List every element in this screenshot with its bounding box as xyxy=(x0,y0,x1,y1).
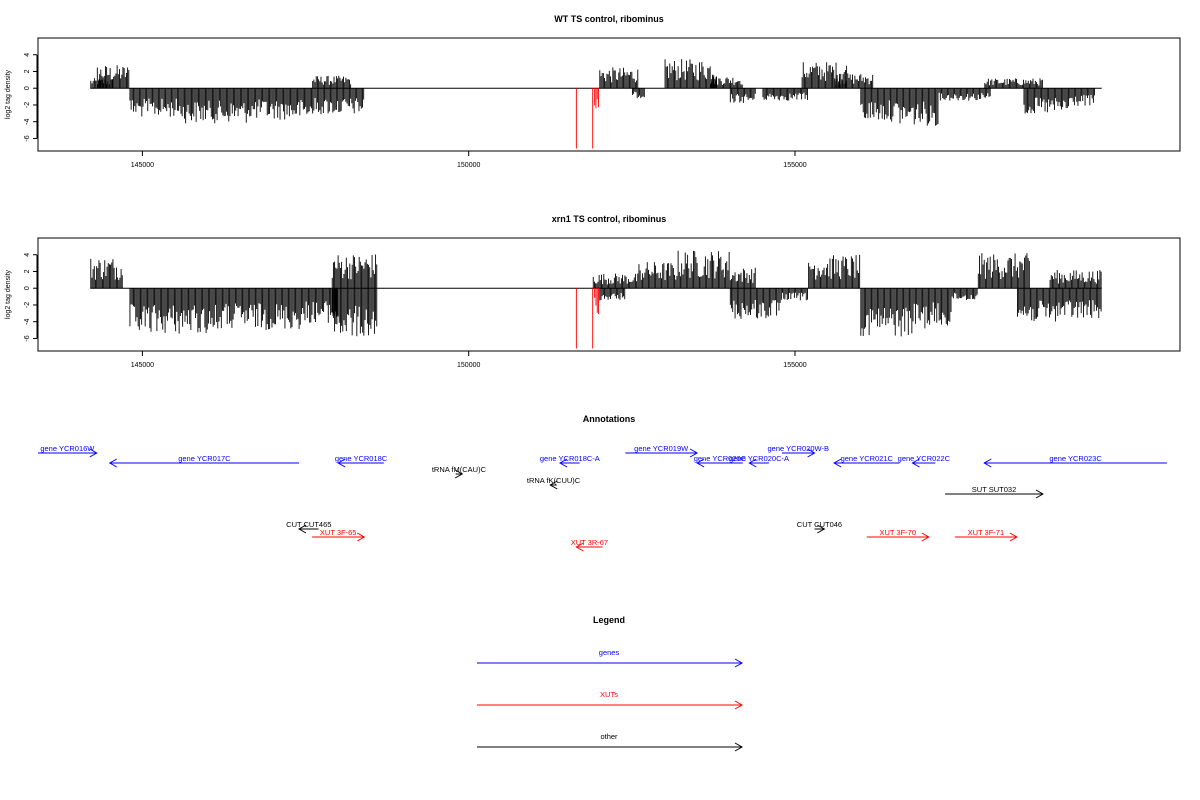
feature-label: gene YCR016W xyxy=(40,444,95,453)
y-tick-label: -4 xyxy=(24,318,31,324)
feature-arrowhead xyxy=(108,458,118,468)
feature-label: gene YCR020C xyxy=(694,454,747,463)
track-panel-1: xrn1 TS control, ribominus -6 -4 -2 0 2 4 log2 … xyxy=(5,214,1181,369)
x-tick-label: 150000 xyxy=(457,362,480,369)
feature-arrowhead xyxy=(549,480,558,490)
y-tick-label: 0 xyxy=(24,286,31,290)
feature-label: tRNA fK(CUU)C xyxy=(527,476,581,485)
feature-arrowhead xyxy=(1009,532,1018,542)
legend-arrowhead xyxy=(734,742,744,752)
feature-arrowhead xyxy=(696,458,705,468)
x-tick-label: 145000 xyxy=(131,362,154,369)
panel-title: WT TS control, ribominus xyxy=(554,14,664,24)
y-tick-label: 2 xyxy=(24,69,31,73)
feature-label: XUT 3F-70 xyxy=(879,528,916,537)
feature-arrowhead xyxy=(298,524,307,534)
feature-label: gene YCR023C xyxy=(1049,454,1102,463)
feature-label: XUT 3F-65 xyxy=(320,528,357,537)
feature-arrowhead xyxy=(575,542,584,552)
feature-label: CUT CUT046 xyxy=(797,520,842,529)
feature-label: XUT 3R-67 xyxy=(571,538,608,547)
feature-arrowhead xyxy=(337,458,346,468)
x-tick-label: 155000 xyxy=(783,162,806,169)
feature-label: gene YCR019W xyxy=(634,444,689,453)
feature-label: gene YCR018C-A xyxy=(540,454,600,463)
feature-label: gene YCR017C xyxy=(178,454,231,463)
feature-label: XUT 3F-71 xyxy=(968,528,1005,537)
y-tick-label: 4 xyxy=(24,53,31,57)
y-tick-label: 2 xyxy=(24,269,31,273)
y-tick-label: -6 xyxy=(24,335,31,341)
x-tick-label: 145000 xyxy=(131,162,154,169)
annotations-title: Annotations xyxy=(583,414,636,424)
feature-label: gene YCR018C xyxy=(335,454,388,463)
y-tick-label: 4 xyxy=(24,253,31,257)
panel-title: xrn1 TS control, ribominus xyxy=(552,214,667,224)
feature-arrowhead xyxy=(833,458,842,468)
y-tick-label: -2 xyxy=(24,102,31,108)
y-axis-label: log2 tag density xyxy=(5,69,12,119)
feature-arrowhead xyxy=(454,469,464,479)
x-tick-label: 155000 xyxy=(783,362,806,369)
feature-arrowhead xyxy=(357,532,366,542)
feature-arrowhead xyxy=(817,524,826,534)
legend-label: other xyxy=(600,732,618,741)
legend-arrowhead xyxy=(734,700,744,710)
feature-label: gene YCR022C xyxy=(898,454,951,463)
feature-arrowhead xyxy=(983,458,992,468)
y-axis-label: log2 tag density xyxy=(5,269,12,319)
feature-label: gene YCR020C-A xyxy=(729,454,789,463)
y-tick-label: -4 xyxy=(24,118,31,124)
feature-arrowhead xyxy=(807,448,816,458)
y-tick-label: -2 xyxy=(24,302,31,308)
feature-arrowhead xyxy=(689,448,699,458)
feature-arrowhead xyxy=(921,532,930,542)
legend-arrowhead xyxy=(734,658,744,668)
feature-arrowhead xyxy=(1035,489,1044,499)
legend-title: Legend xyxy=(593,615,625,625)
x-tick-label: 150000 xyxy=(457,162,480,169)
feature-label: CUT CUT465 xyxy=(286,520,331,529)
feature-label: SUT SUT032 xyxy=(972,485,1016,494)
feature-label: tRNA fM(CAU)C xyxy=(432,465,487,474)
feature-label: gene YCR021C xyxy=(841,454,894,463)
feature-arrowhead xyxy=(559,458,568,468)
annotations-panel: Annotations gene YCR016W gene YCR017C gene … xyxy=(38,414,1167,552)
feature-arrowhead xyxy=(911,458,920,468)
legend-label: genes xyxy=(599,648,620,657)
legend-panel: Legend genes XUTs other xyxy=(477,615,744,752)
track-panel-0: WT TS control, ribominus -6 -4 -2 0 2 4 log2 ta… xyxy=(5,14,1181,169)
feature-arrowhead xyxy=(748,458,757,468)
feature-arrowhead xyxy=(89,448,98,458)
legend-label: XUTs xyxy=(600,690,618,699)
feature-label: gene YCR020W-B xyxy=(768,444,829,453)
y-tick-label: -6 xyxy=(24,135,31,141)
y-tick-label: 0 xyxy=(24,86,31,90)
